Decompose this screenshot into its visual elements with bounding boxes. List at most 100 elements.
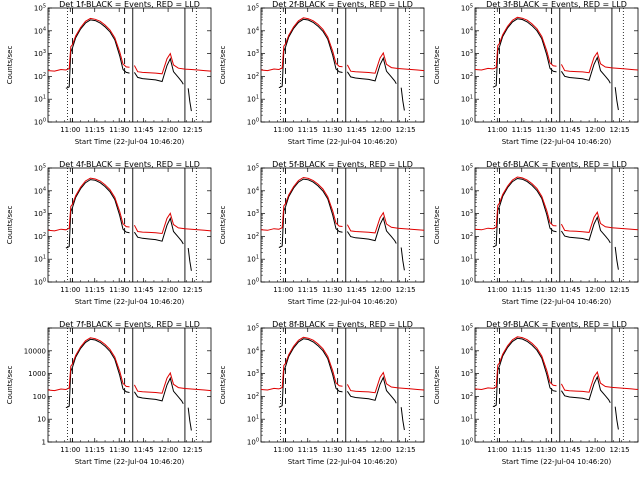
- y-tick-label: 102: [247, 72, 259, 81]
- x-tick-label: 12:15: [182, 126, 202, 134]
- y-tick-exponent: 3: [470, 369, 473, 375]
- y-tick-exponent: 3: [43, 209, 46, 215]
- x-tick-label: 12:15: [395, 446, 415, 454]
- y-tick-exponent: 0: [43, 278, 46, 284]
- events-series-line: [560, 375, 611, 403]
- y-tick-exponent: 0: [256, 278, 259, 284]
- y-tick-base: 10: [461, 233, 470, 241]
- y-tick-exponent: 4: [470, 186, 473, 192]
- x-tick-label: 11:30: [322, 286, 342, 294]
- y-tick-label: 101: [247, 95, 259, 104]
- y-tick-label: 100: [34, 278, 46, 287]
- y-tick-exponent: 4: [470, 26, 473, 32]
- y-tick-exponent: 5: [470, 324, 473, 330]
- y-tick-exponent: 4: [256, 186, 259, 192]
- y-tick-label: 101: [34, 95, 46, 104]
- y-tick-exponent: 3: [256, 209, 259, 215]
- x-tick-label: 11:15: [85, 286, 105, 294]
- y-tick-label: 105: [247, 164, 259, 173]
- events-series-line: [133, 216, 184, 245]
- y-tick-base: 10: [247, 256, 256, 264]
- plot-frame: [47, 7, 212, 123]
- y-tick-label: 103: [247, 209, 259, 218]
- y-tick-exponent: 4: [470, 346, 473, 352]
- y-tick-base: 10: [34, 165, 43, 173]
- y-tick-exponent: 5: [256, 4, 259, 10]
- x-tick-label: 11:00: [487, 446, 507, 454]
- lld-series-line: [560, 370, 639, 393]
- x-axis-label: Start Time (22-Jul-04 10:46:20): [502, 458, 612, 466]
- detector-panel-1: Det 1f-BLACK = Events, RED = LLD Counts/s…: [0, 0, 213, 160]
- events-series-line: [187, 407, 192, 431]
- detector-chart-8: Det 8f-BLACK = Events, RED = LLD Counts/s…: [219, 320, 425, 466]
- y-tick-base: 10: [247, 27, 256, 35]
- x-axis-label: Start Time (22-Jul-04 10:46:20): [502, 298, 612, 306]
- y-tick-base: 10: [461, 439, 470, 447]
- x-tick-label: 12:15: [609, 446, 629, 454]
- x-axis-label: Start Time (22-Jul-04 10:46:20): [75, 298, 185, 306]
- y-tick-label: 104: [461, 346, 473, 355]
- y-tick-exponent: 0: [256, 438, 259, 444]
- x-tick-label: 11:00: [60, 286, 80, 294]
- y-tick-label: 101: [461, 95, 473, 104]
- x-tick-label: 11:45: [561, 286, 581, 294]
- y-tick-label: 101: [461, 415, 473, 424]
- y-tick-base: 10: [34, 96, 43, 104]
- detector-chart-7: Det 7f-BLACK = Events, RED = LLD Counts/s…: [6, 320, 212, 466]
- y-tick-label: 104: [247, 26, 259, 35]
- y-tick-label: 100: [247, 278, 259, 287]
- y-tick-label: 100: [247, 118, 259, 127]
- y-tick-exponent: 1: [470, 95, 473, 101]
- y-tick-base: 10: [461, 50, 470, 58]
- panel-title: Det 8f-BLACK = Events, RED = LLD: [272, 320, 413, 329]
- y-tick-exponent: 1: [256, 95, 259, 101]
- x-tick-label: 11:15: [298, 286, 318, 294]
- y-tick-base: 10: [34, 233, 43, 241]
- events-series-line: [492, 18, 557, 88]
- x-tick-label: 12:15: [395, 286, 415, 294]
- y-tick-label: 100: [247, 438, 259, 447]
- x-tick-label: 11:30: [109, 126, 129, 134]
- y-tick-base: 10: [247, 279, 256, 287]
- y-tick-label: 102: [247, 232, 259, 241]
- panel-title: Det 4f-BLACK = Events, RED = LLD: [59, 160, 200, 169]
- y-tick-base: 10: [461, 416, 470, 424]
- y-tick-base: 10: [34, 5, 43, 13]
- y-tick-base: 10: [461, 256, 470, 264]
- lld-series-line: [133, 212, 212, 235]
- y-tick-exponent: 4: [43, 186, 46, 192]
- y-tick-label: 100: [34, 118, 46, 127]
- x-axis-label: Start Time (22-Jul-04 10:46:20): [288, 138, 398, 146]
- x-tick-label: 11:30: [536, 446, 556, 454]
- detector-chart-6: Det 6f-BLACK = Events, RED = LLD Counts/s…: [433, 160, 639, 306]
- lld-series-line: [260, 17, 343, 72]
- y-tick-exponent: 1: [470, 415, 473, 421]
- panel-title: Det 6f-BLACK = Events, RED = LLD: [486, 160, 627, 169]
- y-tick-exponent: 3: [470, 49, 473, 55]
- x-tick-label: 11:45: [134, 446, 154, 454]
- y-tick-base: 10: [247, 187, 256, 195]
- y-tick-exponent: 0: [470, 278, 473, 284]
- y-tick-base: 10: [461, 393, 470, 401]
- events-series-line: [133, 376, 184, 404]
- y-tick-label: 101: [34, 255, 46, 264]
- y-tick-label: 100: [461, 438, 473, 447]
- x-tick-label: 11:00: [60, 446, 80, 454]
- y-tick-base: 10: [247, 370, 256, 378]
- y-tick-base: 10: [34, 187, 43, 195]
- lld-series-line: [47, 17, 130, 72]
- y-tick-exponent: 4: [256, 346, 259, 352]
- x-axis-label: Start Time (22-Jul-04 10:46:20): [502, 138, 612, 146]
- events-series-line: [614, 406, 619, 430]
- y-tick-base: 10: [34, 256, 43, 264]
- y-tick-exponent: 3: [470, 209, 473, 215]
- detector-panel-9: Det 9f-BLACK = Events, RED = LLD Counts/s…: [427, 320, 640, 480]
- events-series-line: [346, 376, 397, 404]
- y-tick-exponent: 1: [43, 95, 46, 101]
- lld-series-line: [47, 337, 130, 392]
- y-tick-exponent: 3: [256, 369, 259, 375]
- x-tick-label: 11:30: [109, 446, 129, 454]
- lld-series-line: [346, 211, 425, 234]
- y-tick-label: 103: [461, 369, 473, 378]
- y-tick-exponent: 2: [470, 72, 473, 78]
